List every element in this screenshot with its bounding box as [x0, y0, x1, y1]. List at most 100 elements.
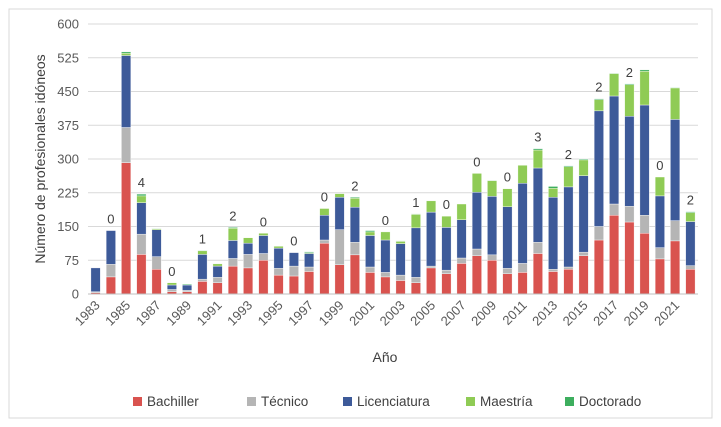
bar-segment-técnico — [197, 278, 208, 282]
legend-label: Técnico — [261, 394, 308, 409]
bar-segment-maestría — [456, 203, 467, 220]
bar-segment-técnico — [212, 277, 223, 283]
bar-segment-licenciatura — [288, 252, 299, 267]
bar-segment-licenciatura — [319, 215, 330, 241]
bar-segment-licenciatura — [410, 227, 421, 278]
bar-segment-doctorado — [227, 227, 238, 229]
bar-segment-doctorado — [593, 98, 604, 100]
doctorado-data-label: 2 — [229, 208, 236, 223]
legend-label: Maestría — [480, 394, 533, 409]
bar-segment-maestría — [334, 193, 345, 198]
y-tick-label: 300 — [57, 152, 79, 167]
bar-segment-licenciatura — [212, 265, 223, 278]
doctorado-data-label: 0 — [473, 154, 480, 169]
bar-segment-técnico — [395, 274, 406, 281]
bar-segment-maestría — [502, 188, 513, 207]
bar-segment-bachiller — [105, 276, 116, 295]
y-axis-title: Número de profesionales idóneos — [32, 54, 48, 263]
bar-segment-bachiller — [212, 282, 223, 295]
bar-segment-bachiller — [502, 273, 513, 295]
bar-segment-maestría — [670, 87, 681, 120]
y-tick-label: 225 — [57, 185, 79, 200]
bar-segment-doctorado — [121, 51, 132, 54]
bar-segment-licenciatura — [121, 55, 132, 128]
y-tick-label: 600 — [57, 17, 79, 32]
doctorado-data-label: 4 — [138, 175, 145, 190]
bar-segment-bachiller — [197, 281, 208, 295]
bar-segment-licenciatura — [166, 284, 177, 290]
bar-segment-maestría — [593, 99, 604, 112]
bars: 0 4 0 1 2 0 0 0 2 0 1 0 0 0 3 2 2 2 0 2 — [90, 51, 696, 295]
doctorado-data-label: 0 — [504, 170, 511, 185]
bar-segment-doctorado — [609, 72, 620, 74]
bar-segment-técnico — [563, 266, 574, 270]
bar-segment-técnico — [426, 265, 437, 269]
bar-segment-técnico — [487, 254, 498, 261]
y-tick-label: 150 — [57, 219, 79, 234]
y-tick-label: 0 — [72, 287, 79, 302]
bar-segment-doctorado — [349, 197, 360, 199]
bar-segment-bachiller — [441, 273, 452, 295]
bar-segment-técnico — [502, 268, 513, 274]
bar-segment-bachiller — [334, 264, 345, 295]
bar-segment-técnico — [410, 277, 421, 283]
bar-segment-bachiller — [639, 233, 650, 295]
bar-segment-licenciatura — [105, 230, 116, 265]
bar-segment-técnico — [121, 127, 132, 163]
doctorado-data-label: 0 — [443, 197, 450, 212]
bar-segment-bachiller — [624, 221, 635, 295]
bar-segment-licenciatura — [548, 197, 559, 270]
bar-segment-bachiller — [395, 280, 406, 295]
bar-segment-técnico — [334, 229, 345, 265]
doctorado-data-label: 0 — [168, 264, 175, 279]
y-tick-label: 525 — [57, 50, 79, 65]
bar-segment-maestría — [563, 166, 574, 188]
bar-segment-maestría — [349, 197, 360, 208]
bar-segment-maestría — [258, 233, 269, 236]
bar-segment-bachiller — [670, 240, 681, 295]
bar-segment-maestría — [685, 212, 696, 222]
bar-segment-licenciatura — [304, 253, 315, 268]
legend-swatch-licenciatura — [343, 397, 352, 406]
bar-segment-maestría — [319, 208, 330, 216]
bar-segment-bachiller — [410, 282, 421, 295]
bar-segment-licenciatura — [654, 195, 665, 248]
bar-segment-bachiller — [349, 254, 360, 295]
bar-segment-licenciatura — [578, 175, 589, 253]
bar-segment-bachiller — [151, 269, 162, 295]
bar-segment-licenciatura — [151, 229, 162, 257]
bar-segment-técnico — [532, 242, 543, 254]
doctorado-data-label: 2 — [565, 147, 572, 162]
bar-segment-bachiller — [471, 255, 482, 295]
bar-segment-doctorado — [304, 251, 315, 253]
bar-segment-licenciatura — [471, 192, 482, 250]
y-tick-label: 450 — [57, 84, 79, 99]
bar-segment-licenciatura — [456, 219, 467, 259]
bar-segment-maestría — [441, 215, 452, 228]
bar-segment-licenciatura — [197, 254, 208, 280]
doctorado-data-label: 2 — [687, 193, 694, 208]
legend-swatch-técnico — [247, 397, 256, 406]
bar-segment-doctorado — [578, 158, 589, 161]
bar-segment-maestría — [487, 180, 498, 197]
bar-segment-bachiller — [456, 263, 467, 295]
bar-segment-licenciatura — [624, 116, 635, 207]
bar-segment-maestría — [136, 195, 147, 203]
bar-segment-bachiller — [426, 267, 437, 295]
bar-segment-licenciatura — [365, 235, 376, 268]
bar-segment-bachiller — [380, 276, 391, 295]
bar-segment-técnico — [258, 253, 269, 261]
bar-segment-técnico — [182, 290, 193, 292]
bar-segment-licenciatura — [685, 221, 696, 266]
bar-segment-licenciatura — [258, 235, 269, 254]
bar-segment-licenciatura — [380, 239, 391, 273]
y-tick-label: 375 — [57, 118, 79, 133]
chart-frame — [8, 8, 713, 419]
bar-segment-doctorado — [670, 87, 681, 89]
bar-segment-bachiller — [517, 272, 528, 295]
bar-segment-técnico — [365, 266, 376, 273]
bar-segment-doctorado — [395, 240, 406, 242]
doctorado-data-label: 0 — [290, 234, 297, 249]
bar-segment-doctorado — [182, 283, 193, 286]
